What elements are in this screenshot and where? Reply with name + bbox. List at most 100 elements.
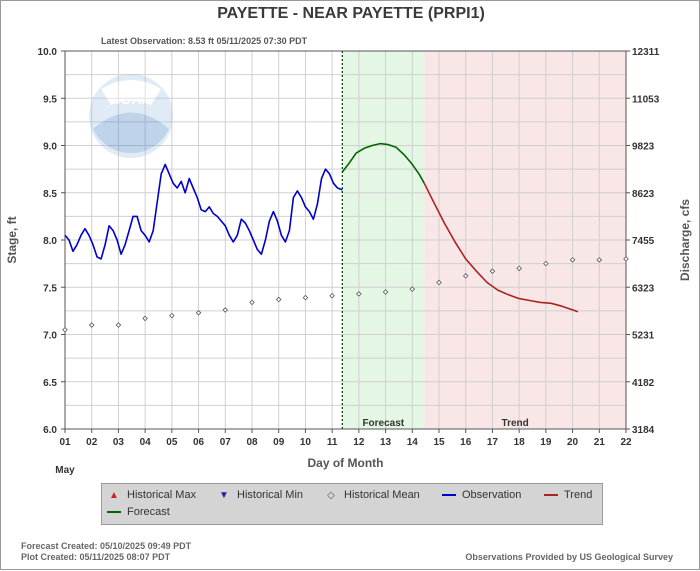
y-tick-label: 8.5	[43, 189, 57, 200]
x-tick-label: 17	[487, 437, 499, 448]
y2-tick-label: 8623	[632, 189, 655, 200]
latest-observation: Latest Observation: 8.53 ft 05/11/2025 0…	[101, 36, 308, 46]
month-label: May	[55, 465, 75, 476]
x-tick-label: 18	[514, 437, 526, 448]
legend-label: Historical Min	[237, 489, 304, 501]
historical-mean-point	[569, 257, 576, 263]
x-tick-label: 07	[220, 437, 232, 448]
trend-series-line	[423, 182, 579, 313]
y-axis-title: Stage, ft	[5, 216, 19, 263]
line-swatch-icon	[442, 494, 456, 496]
y-tick-label: 7.5	[43, 283, 57, 294]
line-swatch-icon	[107, 511, 121, 513]
historical-mean-point	[543, 260, 549, 267]
forecast-created-note: Forecast Created: 05/10/2025 09:49 PDT	[21, 541, 192, 551]
forecast-region-label: Forecast	[362, 418, 404, 429]
y-tick-label: 6.5	[43, 378, 57, 389]
historical-mean-point	[409, 286, 416, 292]
y-tick-label: 7.0	[43, 331, 57, 342]
legend-item-trend: Trend	[544, 489, 592, 501]
triangle-down-icon: ▼	[219, 489, 229, 501]
legend-item-historical-min: ▼ Historical Min	[217, 489, 303, 501]
y2-tick-label: 12311	[632, 47, 660, 58]
x-tick-label: 20	[567, 437, 579, 448]
legend-label: Historical Mean	[344, 489, 420, 501]
historical-mean-point	[115, 322, 122, 328]
legend-label: Observation	[462, 489, 522, 501]
line-swatch-icon	[544, 494, 558, 496]
legend-item-forecast: Forecast	[107, 506, 170, 518]
y-tick-label: 9.5	[43, 94, 57, 105]
historical-mean-point	[436, 279, 442, 286]
diamond-icon: ◇	[327, 489, 335, 501]
historical-mean-point	[195, 309, 202, 316]
y2-tick-label: 5231	[632, 331, 655, 342]
x-tick-label: 10	[300, 437, 312, 448]
historical-mean-point	[169, 312, 175, 319]
historical-mean-point	[142, 315, 148, 322]
y-tick-label: 9.0	[43, 142, 57, 153]
historical-mean-point	[249, 299, 255, 306]
noaa-logo-circle	[89, 74, 173, 158]
x-tick-label: 21	[594, 437, 606, 448]
x-tick-label: 22	[620, 437, 632, 448]
plot-created-note: Plot Created: 05/11/2025 08:07 PDT	[21, 552, 171, 562]
historical-mean-point	[329, 292, 335, 299]
historical-mean-point	[462, 273, 469, 279]
historical-mean-point	[623, 256, 629, 262]
y2-tick-label: 9823	[632, 142, 655, 153]
x-tick-label: 15	[433, 437, 445, 448]
y2-tick-label: 11053	[632, 94, 660, 105]
x-tick-label: 02	[86, 437, 98, 448]
x-tick-label: 14	[407, 437, 419, 448]
legend-label: Forecast	[127, 506, 170, 518]
x-tick-label: 19	[540, 437, 552, 448]
y2-tick-label: 3184	[632, 425, 655, 436]
forecast-series-line	[341, 142, 425, 184]
historical-mean-point	[489, 268, 496, 274]
historical-mean-point	[356, 291, 362, 297]
data-source-note: Observations Provided by US Geological S…	[465, 552, 673, 562]
noaa-logo-wave	[93, 112, 169, 154]
historical-mean-point	[62, 327, 68, 333]
x-tick-label: 13	[380, 437, 392, 448]
x-tick-label: 16	[460, 437, 472, 448]
historical-mean-point	[275, 296, 282, 303]
x-tick-label: 12	[353, 437, 365, 448]
x-tick-label: 05	[166, 437, 178, 448]
y-tick-label: 6.0	[43, 425, 57, 436]
legend-item-historical-mean: ◇ Historical Mean	[324, 489, 420, 501]
chart-legend: ▲ Historical Max ▼ Historical Min ◇ Hist…	[101, 483, 603, 525]
observation-series-line	[64, 163, 343, 260]
x-tick-label: 09	[273, 437, 285, 448]
noaa-logo-bird	[101, 80, 161, 105]
legend-label: Historical Max	[127, 489, 197, 501]
historical-mean-point	[596, 257, 603, 263]
x-tick-label: 11	[327, 437, 338, 448]
triangle-up-icon: ▲	[109, 489, 119, 501]
x-tick-label: 04	[140, 437, 152, 448]
trend-region-label: Trend	[502, 418, 529, 429]
historical-mean-point	[516, 265, 522, 272]
y2-tick-label: 4182	[632, 378, 655, 389]
historical-mean-point	[88, 322, 95, 328]
y2-tick-label: 6323	[632, 283, 655, 294]
historical-mean-point	[222, 307, 229, 313]
y-tick-label: 10.0	[38, 47, 58, 58]
y2-axis-title: Discharge, cfs	[678, 199, 692, 281]
historical-mean-point	[302, 294, 309, 301]
x-tick-label: 03	[113, 437, 125, 448]
noaa-logo-text: NOAA	[110, 91, 151, 107]
historical-mean-point	[382, 289, 389, 295]
y2-tick-label: 7455	[632, 236, 655, 247]
x-tick-label: 01	[59, 437, 71, 448]
chart-title: PAYETTE - NEAR PAYETTE (PRPI1)	[217, 5, 485, 22]
x-tick-label: 08	[246, 437, 258, 448]
noaa-logo-watermark: NOAA	[89, 74, 173, 158]
legend-item-historical-max: ▲ Historical Max	[107, 489, 196, 501]
legend-label: Trend	[564, 489, 593, 501]
x-axis-title: Day of Month	[308, 456, 384, 470]
x-tick-label: 06	[193, 437, 205, 448]
